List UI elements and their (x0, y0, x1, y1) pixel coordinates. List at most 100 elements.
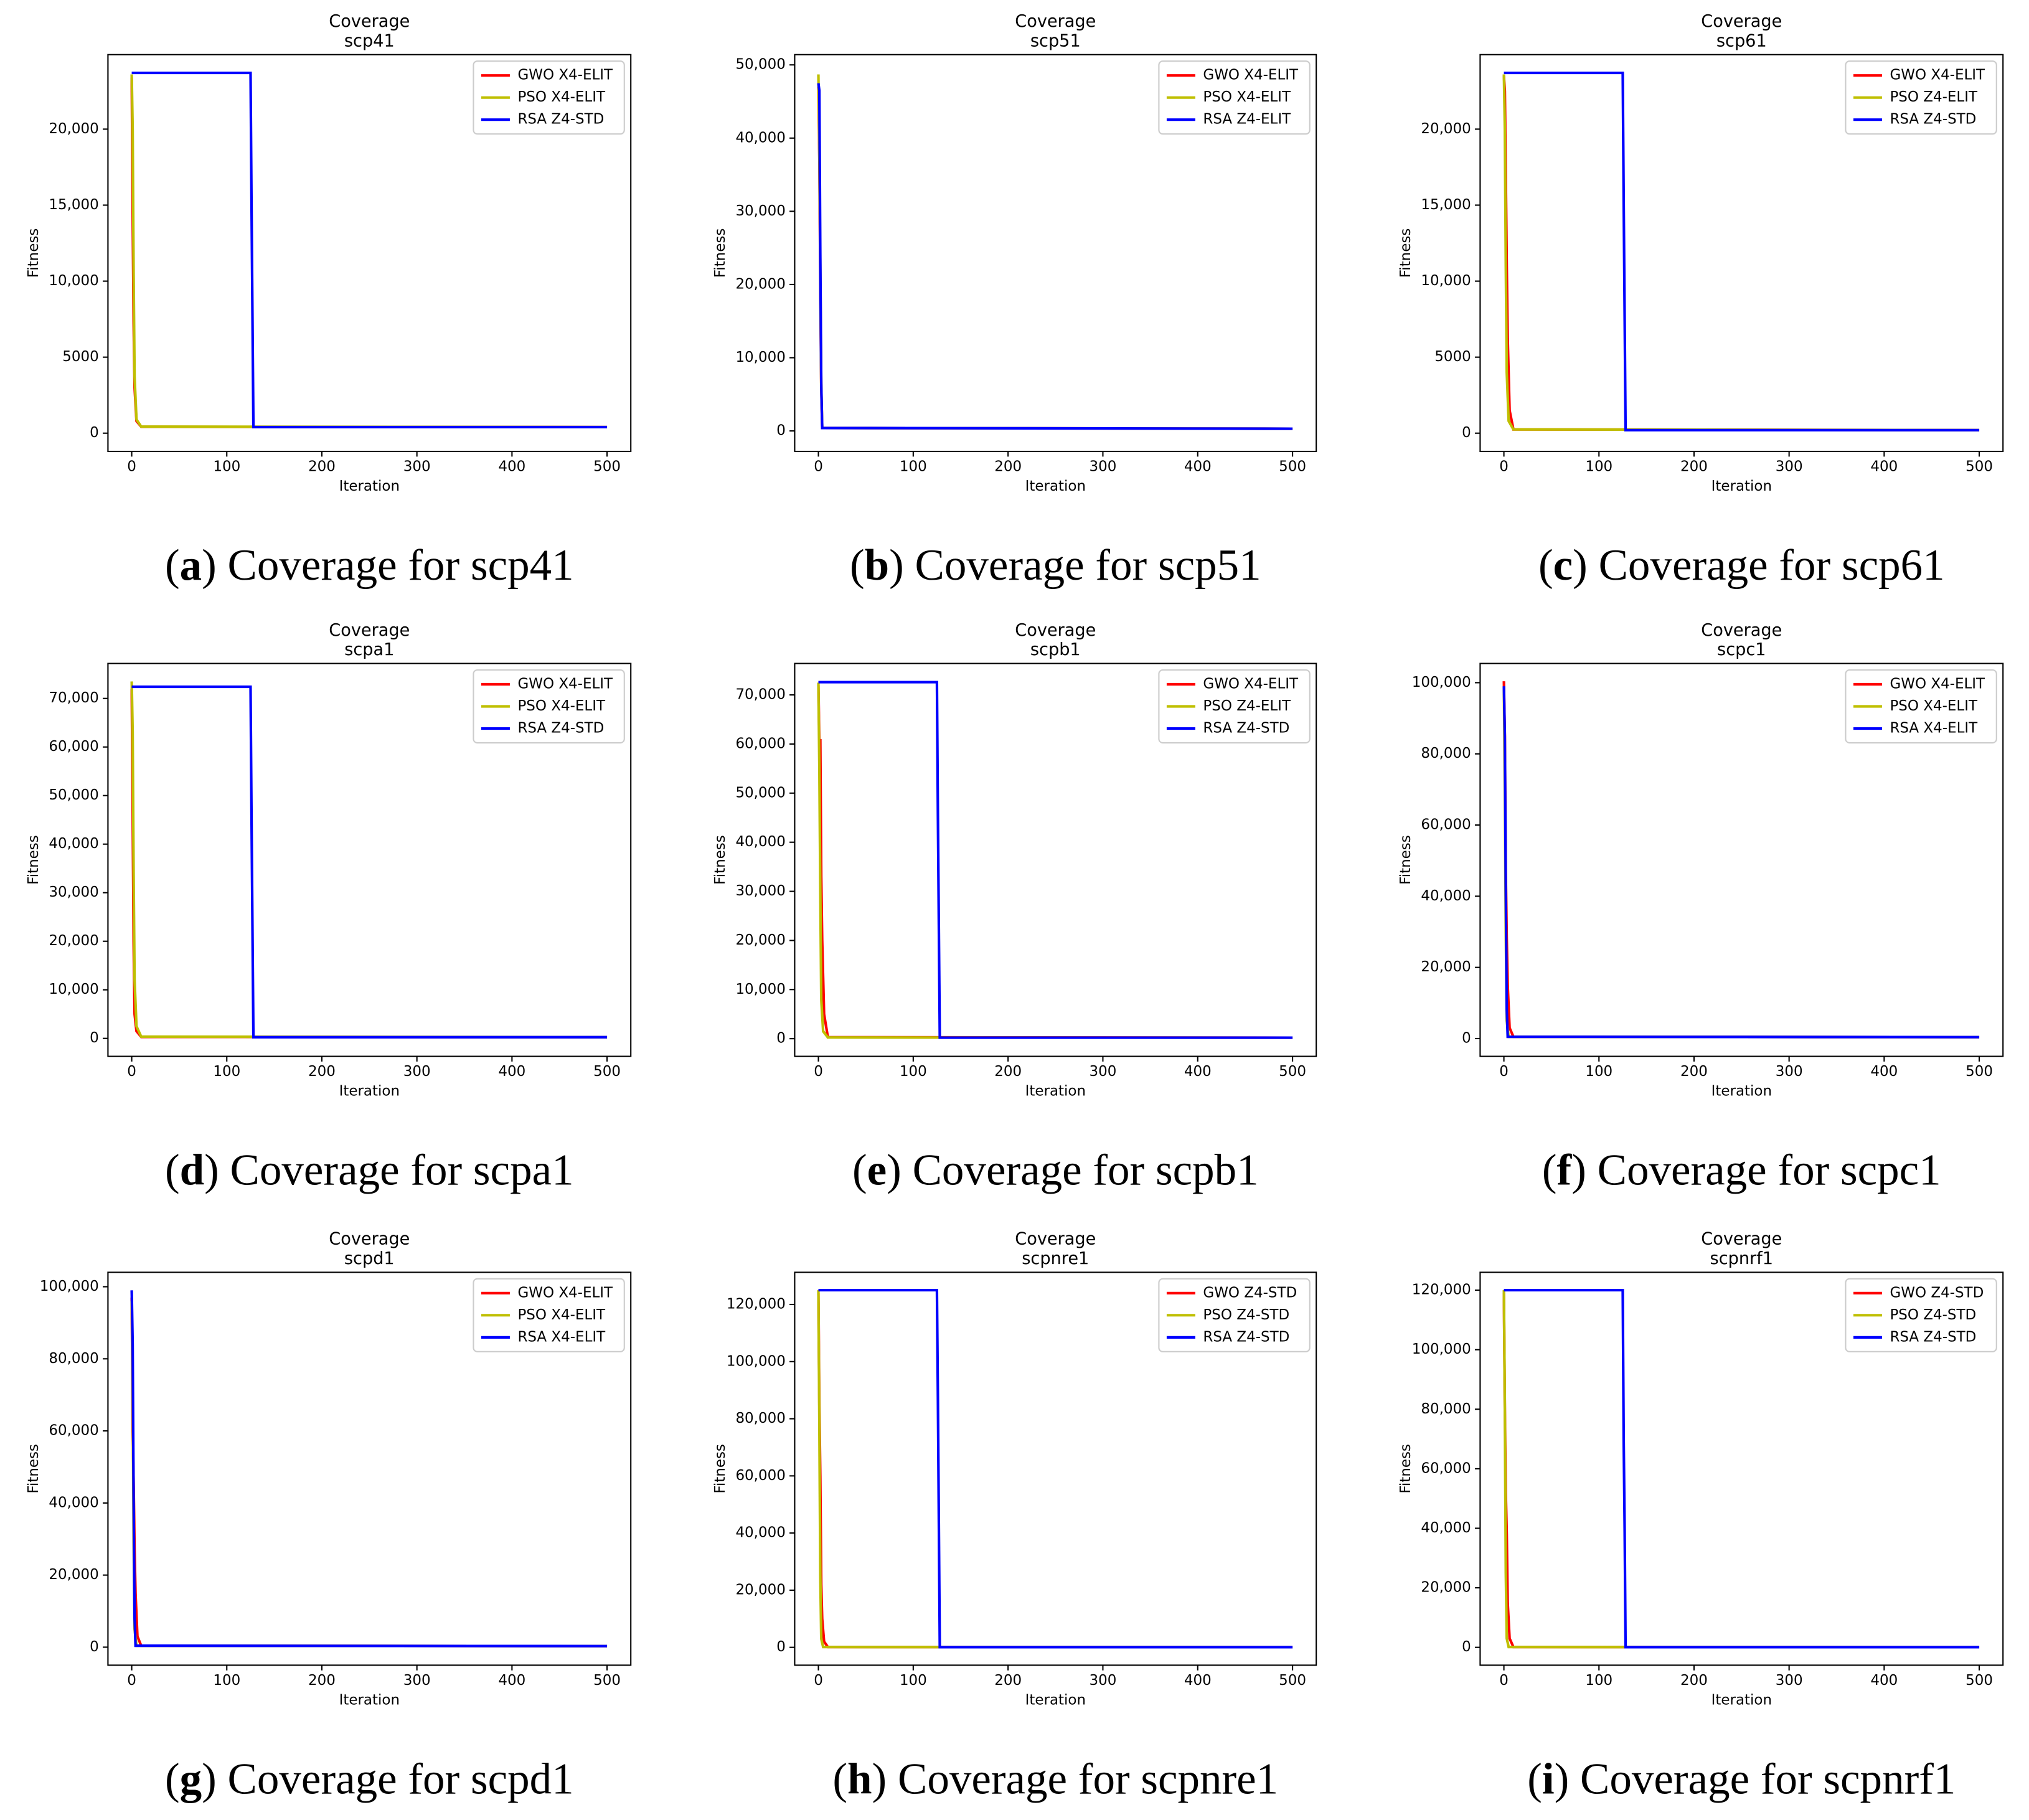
y-axis-label: Fitness (1398, 835, 1414, 885)
chart-subtitle: scpc1 (1717, 640, 1766, 659)
y-tick-label: 100,000 (1412, 1341, 1471, 1357)
y-axis-label: Fitness (1398, 229, 1414, 278)
x-tick-label: 500 (1965, 1672, 1993, 1689)
chart-title: Coverage (329, 621, 410, 640)
series-line (817, 83, 1293, 430)
x-tick-label: 300 (1776, 459, 1803, 475)
caption: (i) Coverage for scpnrf1 (1527, 1755, 1956, 1804)
series-line (1502, 74, 1980, 431)
y-tick-label: 80,000 (1421, 745, 1471, 761)
y-axis-label: Fitness (26, 1444, 42, 1494)
y-axis-label: Fitness (26, 229, 42, 278)
chart-title: Coverage (329, 12, 410, 31)
caption: (b) Coverage for scp51 (850, 541, 1261, 590)
caption-part: ) Coverage for scpd1 (202, 1755, 573, 1804)
plot-frame (794, 662, 1317, 1057)
y-tick-label: 15,000 (49, 197, 98, 213)
y-tick-label: 100,000 (40, 1278, 99, 1294)
legend-label: RSA Z4-STD (1890, 111, 1976, 128)
x-tick-label: 300 (1776, 1063, 1803, 1080)
legend-label: GWO X4-ELIT (1203, 676, 1299, 692)
legend-box (1845, 60, 1997, 135)
y-tick-label: 40,000 (49, 1494, 98, 1511)
y-tick-label: 20,000 (1421, 1580, 1471, 1596)
x-tick-label: 400 (498, 1063, 525, 1080)
legend-label: GWO Z4-STD (1890, 1285, 1984, 1301)
chart-subtitle: scp51 (1030, 31, 1081, 50)
y-tick-label: 120,000 (727, 1296, 786, 1313)
x-tick-label: 500 (1279, 459, 1306, 475)
y-tick-label: 20,000 (735, 276, 785, 292)
legend-label: GWO X4-ELIT (517, 67, 613, 83)
series-line (1502, 686, 1980, 1039)
y-axis-label: Fitness (26, 835, 42, 885)
y-tick-label: 40,000 (1421, 888, 1471, 904)
plot-frame (794, 1271, 1317, 1666)
chart-title: Coverage (1015, 12, 1096, 31)
y-tick-label: 0 (1462, 1639, 1471, 1655)
legend-box (1845, 1278, 1997, 1352)
chart-title: Coverage (1015, 1230, 1096, 1249)
plot-frame (794, 54, 1317, 453)
legend-label: GWO X4-ELIT (517, 676, 613, 692)
chart-subtitle: scpnre1 (1022, 1249, 1089, 1268)
y-tick-label: 50,000 (49, 787, 98, 803)
x-tick-label: 300 (1776, 1672, 1803, 1689)
series-line (817, 87, 1293, 430)
chart-title: Coverage (1701, 1230, 1782, 1249)
x-tick-label: 100 (1585, 1672, 1612, 1689)
caption-part: ) Coverage for scpnrf1 (1555, 1755, 1956, 1804)
x-tick-label: 500 (1279, 1063, 1306, 1080)
x-tick-label: 300 (403, 1063, 431, 1080)
y-tick-label: 120,000 (1412, 1282, 1471, 1298)
x-tick-label: 0 (1499, 1063, 1509, 1080)
y-tick-label: 15,000 (1421, 197, 1471, 213)
x-axis-label: Iteration (1025, 478, 1086, 494)
legend-label: RSA Z4-STD (517, 720, 604, 737)
x-tick-label: 100 (900, 1063, 927, 1080)
caption-part: ( (850, 541, 865, 590)
x-tick-label: 400 (1870, 459, 1898, 475)
series-line (817, 682, 1293, 1039)
y-tick-label: 80,000 (735, 1410, 785, 1426)
y-tick-label: 100,000 (727, 1353, 786, 1369)
x-tick-label: 100 (213, 1672, 240, 1689)
legend-label: GWO X4-ELIT (1890, 67, 1985, 83)
x-tick-label: 0 (127, 459, 136, 475)
chart-subtitle: scpd1 (344, 1249, 395, 1268)
y-tick-label: 60,000 (1421, 817, 1471, 833)
caption-part: g (180, 1755, 202, 1804)
y-tick-label: 20,000 (735, 1582, 785, 1598)
caption-part: ( (832, 1755, 847, 1804)
plot-frame (107, 662, 632, 1057)
y-axis-label: Fitness (712, 835, 728, 885)
caption: (h) Coverage for scpnre1 (832, 1755, 1278, 1804)
legend-label: RSA Z4-STD (1203, 720, 1289, 737)
legend-box (1845, 669, 1997, 744)
y-tick-label: 30,000 (735, 203, 785, 219)
legend-label: PSO Z4-ELIT (1890, 89, 1978, 105)
x-tick-label: 200 (308, 459, 336, 475)
x-tick-label: 100 (213, 459, 240, 475)
caption: (a) Coverage for scp41 (165, 541, 574, 590)
x-tick-label: 200 (1680, 1672, 1708, 1689)
x-axis-label: Iteration (339, 1083, 400, 1099)
series-line (130, 1290, 608, 1648)
caption-part: h (847, 1755, 872, 1804)
legend-box (473, 1278, 625, 1352)
legend-box (473, 669, 625, 744)
y-tick-label: 70,000 (735, 687, 785, 703)
x-tick-label: 300 (403, 459, 431, 475)
x-axis-label: Iteration (1025, 1692, 1086, 1708)
y-tick-label: 20,000 (1421, 959, 1471, 975)
x-tick-label: 400 (1184, 1672, 1212, 1689)
y-axis-label: Fitness (712, 229, 728, 278)
x-tick-label: 300 (1090, 459, 1117, 475)
caption-part: ) Coverage for scpb1 (887, 1146, 1258, 1195)
series-line (818, 681, 1293, 1039)
y-tick-label: 0 (90, 1030, 99, 1046)
